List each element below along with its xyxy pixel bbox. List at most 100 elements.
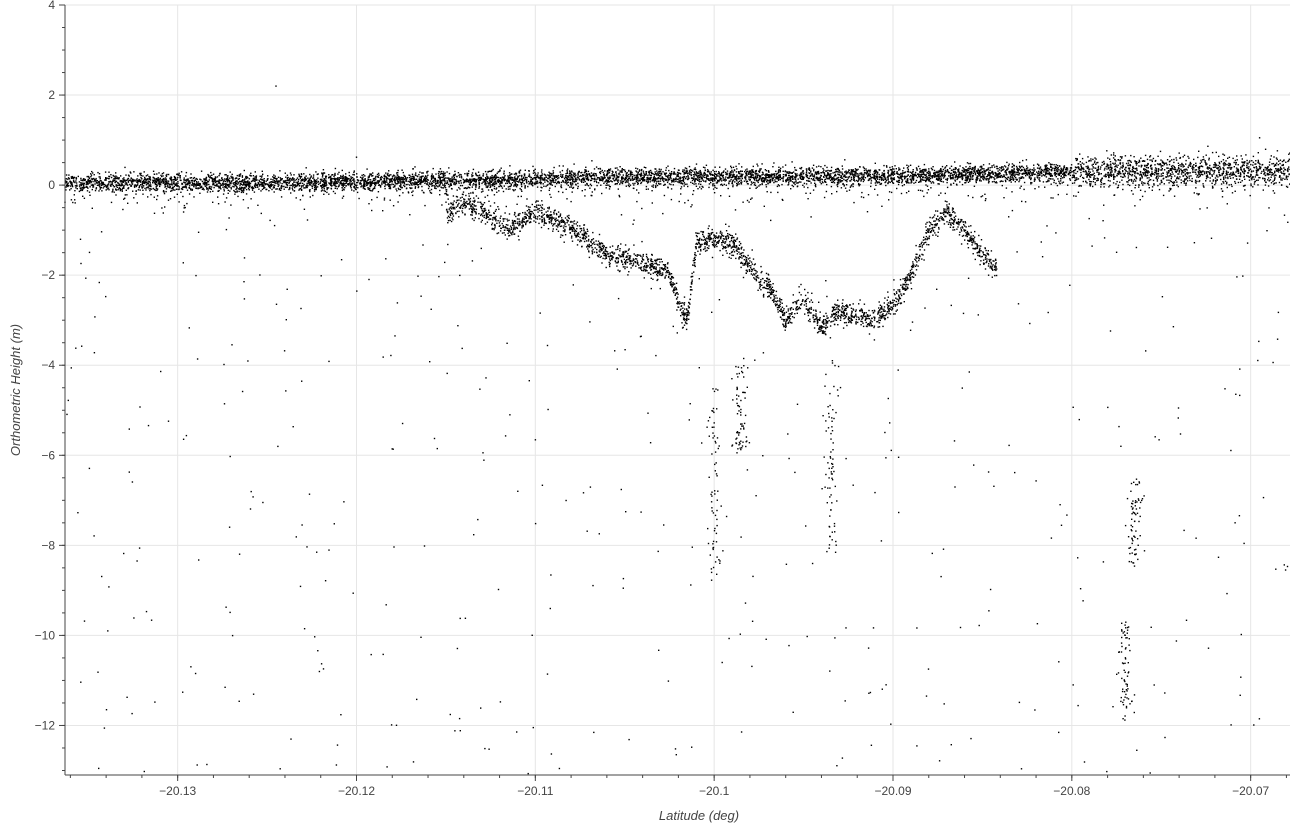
data-point: [176, 183, 177, 184]
data-point: [1284, 173, 1285, 174]
data-point: [479, 182, 480, 183]
data-point: [141, 186, 142, 187]
data-point: [585, 184, 586, 185]
data-point: [1202, 183, 1203, 184]
data-point: [1214, 162, 1215, 163]
data-point: [206, 177, 207, 178]
data-point: [619, 166, 620, 167]
data-point: [785, 164, 786, 165]
data-point: [659, 169, 660, 170]
data-point: [1227, 158, 1228, 159]
data-point: [831, 167, 832, 168]
data-point: [385, 176, 386, 177]
data-point: [648, 188, 649, 189]
data-point: [989, 177, 990, 178]
data-point: [1083, 181, 1084, 182]
data-point: [628, 176, 629, 177]
data-point: [1011, 181, 1012, 182]
data-point: [638, 178, 639, 179]
data-point: [343, 188, 344, 189]
data-point: [377, 183, 378, 184]
data-point: [921, 172, 922, 173]
data-point: [275, 176, 276, 177]
data-point: [1273, 156, 1274, 157]
data-point: [846, 181, 847, 182]
data-point: [199, 179, 200, 180]
data-point: [1252, 186, 1253, 187]
data-point: [566, 189, 567, 190]
data-point: [641, 172, 642, 173]
data-point: [924, 164, 925, 165]
data-point: [994, 178, 995, 179]
data-point: [1037, 177, 1038, 178]
data-point: [223, 193, 224, 194]
data-point: [1263, 173, 1264, 174]
data-point: [853, 178, 854, 179]
data-point: [939, 173, 940, 174]
data-point: [1213, 167, 1214, 168]
data-point: [773, 182, 774, 183]
data-point: [712, 183, 713, 184]
data-point: [341, 187, 342, 188]
data-point: [1151, 159, 1152, 160]
data-point: [497, 173, 498, 174]
data-point: [761, 163, 762, 164]
data-point: [342, 190, 343, 191]
data-point: [1031, 172, 1032, 173]
data-point: [168, 187, 169, 188]
data-point: [1222, 174, 1223, 175]
data-point: [259, 185, 260, 186]
data-point: [1105, 174, 1106, 175]
data-point: [472, 172, 473, 173]
data-point: [870, 182, 871, 183]
data-point: [156, 179, 157, 180]
data-point: [1030, 177, 1031, 178]
data-point: [1188, 158, 1189, 159]
data-point: [1259, 177, 1260, 178]
data-point: [1174, 167, 1175, 168]
data-point: [804, 186, 805, 187]
data-point: [1134, 175, 1135, 176]
data-point: [932, 175, 933, 176]
data-point: [1122, 184, 1123, 185]
data-point: [1149, 180, 1150, 181]
data-point: [902, 185, 903, 186]
data-point: [267, 180, 268, 181]
data-point: [232, 186, 233, 187]
data-point: [150, 186, 151, 187]
data-point: [1103, 186, 1104, 187]
data-point: [1227, 177, 1228, 178]
data-point: [744, 171, 745, 172]
data-point: [660, 169, 661, 170]
data-point: [612, 171, 613, 172]
data-point: [476, 181, 477, 182]
data-point: [831, 186, 832, 187]
data-point: [1288, 166, 1289, 167]
data-point: [1161, 180, 1162, 181]
data-point: [913, 183, 914, 184]
data-point: [600, 173, 601, 174]
data-point: [298, 181, 299, 182]
data-point: [615, 168, 616, 169]
data-point: [222, 183, 223, 184]
data-point: [89, 186, 90, 187]
data-point: [116, 185, 117, 186]
data-point: [810, 170, 811, 171]
data-point: [124, 167, 125, 168]
data-point: [894, 165, 895, 166]
data-point: [373, 188, 374, 189]
data-point: [240, 183, 241, 184]
data-point: [583, 175, 584, 176]
data-point: [1255, 160, 1256, 161]
data-point: [337, 188, 338, 189]
data-point: [566, 183, 567, 184]
data-point: [295, 182, 296, 183]
data-point: [1130, 155, 1131, 156]
data-point: [1159, 176, 1160, 177]
data-point: [485, 197, 486, 198]
data-point: [121, 189, 122, 190]
data-point: [766, 170, 767, 171]
data-point: [899, 174, 900, 175]
data-point: [851, 171, 852, 172]
